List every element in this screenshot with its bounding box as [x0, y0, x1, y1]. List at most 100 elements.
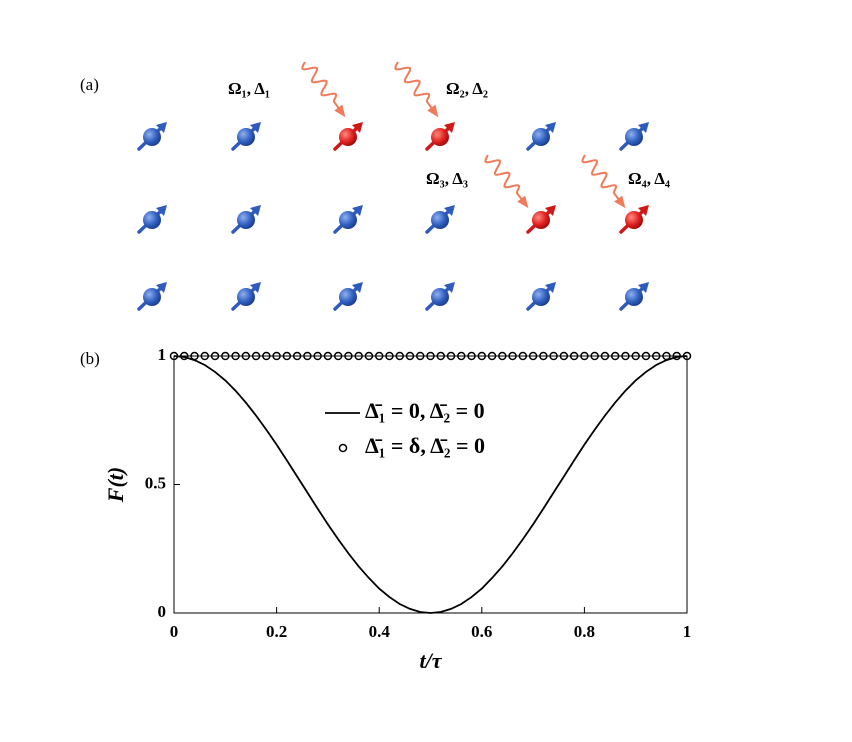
spin — [333, 205, 363, 234]
data-point — [344, 351, 353, 361]
data-point — [569, 351, 579, 361]
data-point — [415, 351, 425, 361]
legend-label: Δ̄₁ = 0, Δ̄₂ = 0 — [365, 398, 485, 423]
y-tick-label: 0 — [158, 602, 167, 621]
data-point — [333, 351, 343, 361]
x-tick-label: 0.2 — [266, 622, 287, 641]
spin — [619, 122, 649, 151]
data-point — [313, 351, 322, 361]
laser-arrowhead — [334, 104, 346, 118]
laser-arrowhead — [517, 195, 529, 209]
data-point — [641, 351, 651, 361]
spin-ball — [237, 128, 255, 146]
data-point — [651, 351, 661, 361]
data-point — [190, 351, 199, 361]
data-point — [323, 351, 333, 361]
spin-ball — [625, 128, 643, 146]
x-tick-label: 0.6 — [471, 622, 492, 641]
data-point — [487, 351, 497, 361]
data-point — [385, 351, 394, 361]
data-point — [508, 351, 517, 361]
spin-ball — [431, 211, 449, 229]
data-point — [528, 351, 538, 361]
laser-beam — [301, 61, 344, 115]
spin-arrow-head — [250, 122, 261, 133]
spin — [137, 282, 167, 311]
data-point — [590, 351, 599, 361]
spin-arrow-head — [352, 205, 363, 216]
data-point — [354, 351, 363, 361]
spin — [526, 282, 556, 311]
data-point — [498, 351, 507, 361]
spin — [231, 282, 261, 311]
data-point — [200, 351, 210, 361]
spin-arrow-head — [156, 122, 167, 133]
spin-ball — [431, 128, 449, 146]
spin — [425, 282, 455, 311]
spin-ball — [339, 211, 357, 229]
data-point — [682, 351, 692, 361]
panel-label: (b) — [80, 349, 100, 368]
data-point — [621, 351, 630, 361]
data-point — [559, 351, 569, 361]
data-point — [374, 351, 384, 361]
data-point — [672, 351, 681, 361]
spin-arrow-head — [444, 122, 455, 133]
y-axis-label: F(t) — [103, 467, 128, 503]
spin-ball — [339, 128, 357, 146]
spin-arrow-head — [250, 282, 261, 293]
data-point — [457, 351, 466, 361]
spin — [137, 205, 167, 234]
spin-ball — [532, 288, 550, 306]
data-point — [405, 351, 415, 361]
plot-frame — [173, 355, 688, 614]
spin — [231, 205, 261, 234]
data-point — [426, 351, 435, 361]
data-point — [262, 351, 271, 361]
spin — [526, 205, 556, 234]
spin-ball — [532, 211, 550, 229]
y-tick-label: 0.5 — [145, 473, 166, 492]
spin-arrow-head — [250, 205, 261, 216]
spin-ball — [143, 211, 161, 229]
data-point — [518, 351, 528, 361]
laser-label: Ω₃, Δ₃ — [426, 169, 468, 188]
spin-arrow-head — [352, 282, 363, 293]
data-point — [610, 351, 620, 361]
spin — [425, 205, 455, 234]
spin — [619, 205, 649, 234]
data-point — [180, 351, 189, 361]
data-point — [477, 351, 487, 361]
spin-arrow-head — [638, 122, 649, 133]
laser-arrowhead — [614, 195, 626, 209]
x-axis-label: t/τ — [420, 648, 443, 673]
data-point — [221, 351, 230, 361]
spin-ball — [143, 128, 161, 146]
laser-beam — [394, 61, 437, 115]
spin-ball — [237, 288, 255, 306]
spin — [425, 122, 455, 151]
spin-ball — [532, 128, 550, 146]
data-point — [600, 351, 610, 361]
data-point — [272, 351, 281, 361]
spin-ball — [143, 288, 161, 306]
data-point — [580, 351, 589, 361]
spin-arrow-head — [444, 205, 455, 216]
data-point — [549, 351, 558, 361]
data-point — [395, 351, 404, 361]
data-point — [282, 351, 292, 361]
data-point — [539, 351, 548, 361]
data-point — [631, 351, 640, 361]
data-point — [446, 351, 456, 361]
spin-ball — [339, 288, 357, 306]
spin — [333, 282, 363, 311]
x-tick-label: 0.4 — [369, 622, 391, 641]
y-tick-label: 1 — [158, 345, 167, 364]
spin-arrow-head — [545, 282, 556, 293]
spin-ball — [237, 211, 255, 229]
x-tick-label: 0.8 — [574, 622, 595, 641]
spin — [619, 282, 649, 311]
data-point — [662, 351, 671, 361]
data-point — [251, 351, 261, 361]
